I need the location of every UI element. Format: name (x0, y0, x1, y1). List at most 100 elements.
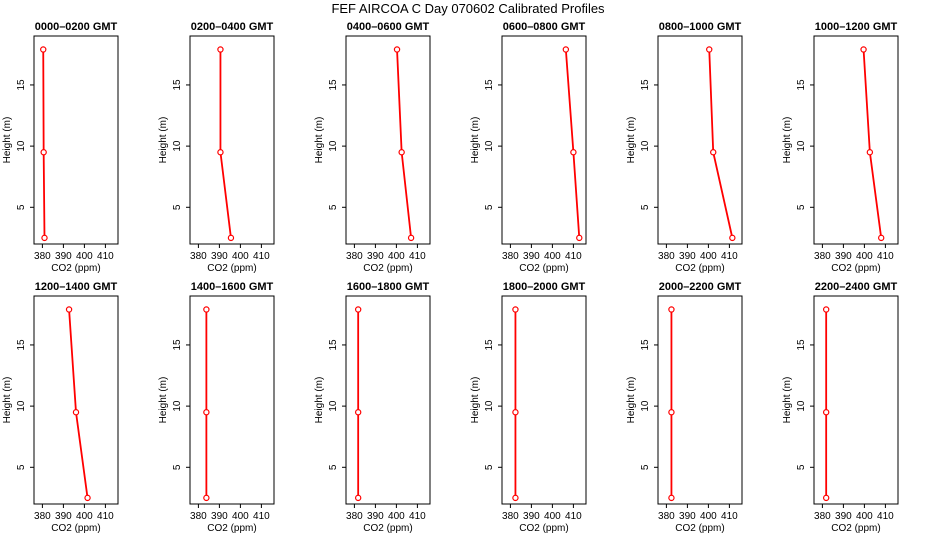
y-tick-label: 15 (16, 339, 27, 351)
panel-title: 0000–0200 GMT (35, 21, 118, 33)
data-point (822, 409, 830, 416)
y-tick-label: 10 (484, 140, 495, 152)
y-tick-label: 5 (328, 204, 339, 210)
x-tick-label: 380 (190, 511, 207, 522)
data-point (203, 306, 210, 313)
y-tick-label: 5 (796, 204, 807, 210)
panel-title: 0600–0800 GMT (503, 21, 586, 33)
x-tick-label: 400 (388, 251, 405, 262)
x-tick-label: 410 (253, 511, 270, 522)
data-point (668, 409, 675, 416)
x-axis-label: CO2 (ppm) (831, 263, 880, 274)
y-tick-label: 15 (328, 339, 339, 351)
x-tick-label: 390 (367, 251, 384, 262)
plot-frame (345, 35, 431, 245)
x-tick-label: 380 (346, 511, 363, 522)
profile-line (708, 49, 734, 239)
x-tick-label: 410 (877, 511, 894, 522)
plot-frame (501, 295, 587, 505)
data-point (729, 234, 736, 242)
x-tick-label: 390 (523, 511, 540, 522)
x-tick-label: 390 (835, 251, 852, 262)
x-axis-label: CO2 (ppm) (51, 263, 100, 274)
x-tick-label: 390 (55, 511, 72, 522)
panel-title: 1600–1800 GMT (347, 281, 430, 293)
plot-frame (657, 35, 743, 245)
x-tick-label: 400 (232, 511, 249, 522)
panel-title: 0800–1000 GMT (659, 21, 742, 33)
x-tick-label: 400 (700, 511, 717, 522)
panel-title: 2200–2400 GMT (815, 281, 898, 293)
y-axis-label: Height (m) (2, 377, 13, 424)
data-point (203, 409, 210, 416)
data-point (668, 494, 675, 502)
x-tick-label: 400 (232, 251, 249, 262)
x-tick-label: 380 (658, 511, 675, 522)
y-axis-label: Height (m) (782, 377, 793, 424)
y-tick-label: 5 (172, 204, 183, 210)
y-tick-label: 10 (484, 400, 495, 412)
data-point (562, 46, 570, 53)
y-tick-label: 10 (328, 400, 339, 412)
profile-line (68, 309, 89, 499)
data-point (41, 234, 48, 242)
profile-line (219, 49, 232, 238)
y-tick-label: 10 (172, 140, 183, 152)
y-tick-label: 5 (16, 464, 27, 470)
x-tick-label: 380 (34, 511, 51, 522)
data-point (217, 46, 224, 53)
y-axis-label: Height (m) (470, 117, 481, 164)
data-point (393, 46, 401, 53)
plot-frame (657, 295, 743, 505)
y-tick-label: 5 (484, 204, 495, 210)
y-axis-label: Height (m) (626, 117, 637, 164)
x-tick-label: 380 (814, 511, 831, 522)
x-tick-label: 400 (76, 511, 93, 522)
data-point (72, 409, 80, 416)
x-tick-label: 380 (658, 251, 675, 262)
data-point (866, 149, 874, 156)
data-point (407, 234, 415, 242)
data-point (860, 46, 867, 53)
panel-title: 1400–1600 GMT (191, 281, 274, 293)
y-tick-label: 10 (796, 400, 807, 412)
data-point (822, 494, 830, 502)
x-tick-label: 400 (544, 251, 561, 262)
x-axis-label: CO2 (ppm) (831, 523, 880, 534)
x-tick-label: 410 (877, 251, 894, 262)
data-point (84, 494, 91, 502)
panel-title: 2000–2200 GMT (659, 281, 742, 293)
y-tick-label: 5 (16, 204, 27, 210)
data-point (512, 306, 519, 313)
y-tick-label: 15 (16, 79, 27, 91)
y-axis-label: Height (m) (314, 117, 325, 164)
profile-line (42, 49, 46, 238)
data-point (354, 306, 362, 313)
y-tick-label: 15 (796, 339, 807, 351)
x-tick-label: 380 (814, 251, 831, 262)
y-axis-label: Height (m) (470, 377, 481, 424)
y-tick-label: 15 (640, 339, 651, 351)
y-tick-label: 10 (172, 400, 183, 412)
y-tick-label: 5 (328, 464, 339, 470)
plot-frame (33, 35, 119, 245)
y-tick-label: 15 (640, 79, 651, 91)
y-tick-label: 10 (16, 400, 27, 412)
data-point (710, 149, 717, 156)
y-tick-label: 5 (640, 464, 651, 470)
y-axis-label: Height (m) (158, 377, 169, 424)
x-tick-label: 410 (409, 511, 426, 522)
data-point (40, 149, 47, 156)
x-tick-label: 380 (346, 251, 363, 262)
x-tick-label: 410 (253, 251, 270, 262)
data-point (512, 409, 519, 416)
y-tick-label: 10 (640, 400, 651, 412)
y-tick-label: 15 (172, 339, 183, 351)
